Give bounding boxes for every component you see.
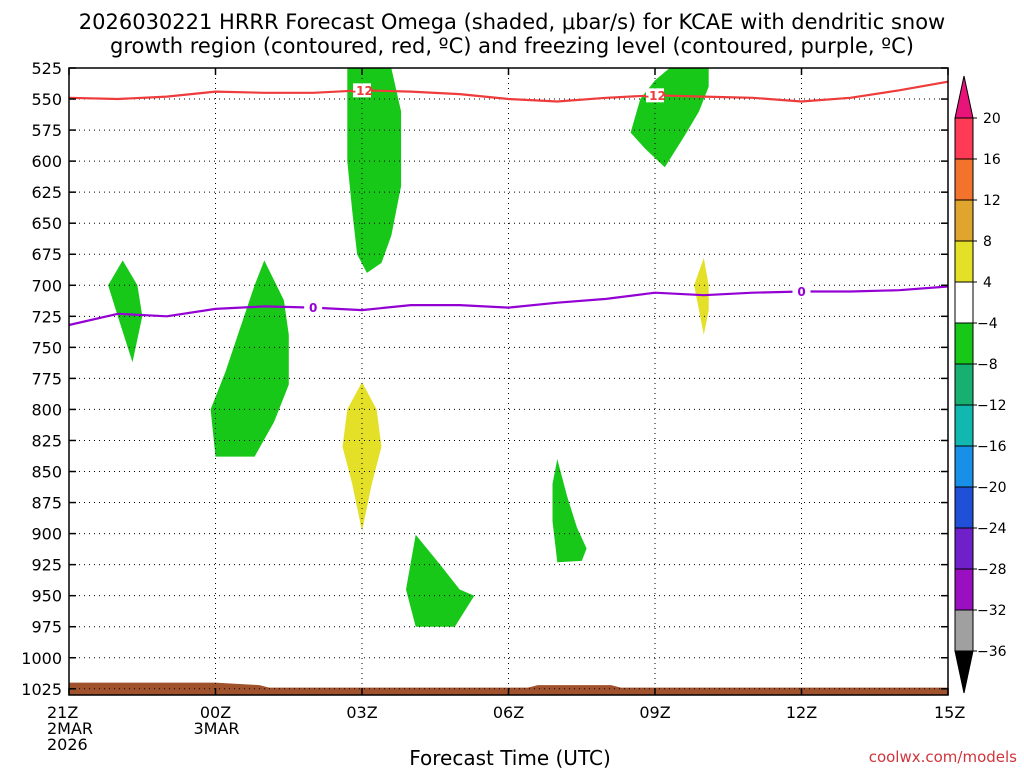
colorbar-label-1: 20 bbox=[983, 111, 1001, 127]
colorbar-swatch-5 bbox=[954, 281, 974, 324]
x-tick-label-6-1: 03Z bbox=[346, 703, 377, 722]
colorbar-label-9: −16 bbox=[977, 439, 1007, 455]
y-tick-label-850: 850 bbox=[31, 463, 62, 482]
y-tick-label-825: 825 bbox=[31, 431, 62, 450]
colorbar-swatch-6 bbox=[954, 322, 974, 365]
x-tick-label-0-2: 2MAR bbox=[47, 719, 93, 738]
x-tick-label-15-1: 12Z bbox=[786, 703, 817, 722]
y-tick-label-800: 800 bbox=[31, 400, 62, 419]
chart-title-line1: 2026030221 HRRR Forecast Omega (shaded, … bbox=[79, 10, 945, 34]
colorbar-swatch-3 bbox=[954, 199, 974, 242]
y-tick-label-625: 625 bbox=[31, 183, 62, 202]
contour-label-bg-1-2 bbox=[646, 88, 664, 103]
omega-region-3 bbox=[108, 260, 143, 363]
omega-region-7 bbox=[342, 382, 382, 532]
colorbar-swatch-9 bbox=[954, 445, 974, 488]
colorbar-swatch-4 bbox=[954, 240, 974, 283]
contour-label-bg-1-1 bbox=[353, 83, 371, 98]
y-tick-label-900: 900 bbox=[31, 525, 62, 544]
y-tick-label-650: 650 bbox=[31, 214, 62, 233]
plot-background bbox=[69, 68, 948, 695]
colorbar-label-6: −4 bbox=[977, 316, 998, 332]
contour-line-1 bbox=[68, 80, 949, 103]
colorbar-swatch-12 bbox=[954, 568, 974, 611]
y-tick-label-725: 725 bbox=[31, 307, 62, 326]
x-tick-label-18-1: 15Z bbox=[934, 703, 965, 722]
chart-title-line2: growth region (contoured, red, ºC) and f… bbox=[110, 34, 914, 58]
colorbar-label-14: −36 bbox=[977, 644, 1007, 660]
credit-label: coolwx.com/models bbox=[869, 748, 1017, 766]
contour-label-bg-2-2 bbox=[792, 284, 811, 299]
x-axis-label: Forecast Time (UTC) bbox=[409, 746, 611, 768]
colorbar-swatch-8 bbox=[954, 404, 974, 447]
y-tick-label-975: 975 bbox=[31, 618, 62, 637]
contour-label-bg-2-1 bbox=[304, 300, 323, 315]
colorbar: 20 16 12 8 4 −4 −8 −12 −16 −20 −24 −28 −32 −36 bbox=[954, 75, 1007, 694]
y-tick-label-675: 675 bbox=[31, 245, 62, 264]
y-tick-label-525: 525 bbox=[31, 59, 62, 78]
omega-region-6 bbox=[552, 459, 587, 563]
y-tick-label-1000: 1000 bbox=[21, 649, 62, 668]
colorbar-label-4: 8 bbox=[983, 234, 992, 250]
y-tick-label-950: 950 bbox=[31, 587, 62, 606]
x-tick-label-0-1: 21Z bbox=[47, 703, 78, 722]
colorbar-label-10: −20 bbox=[977, 480, 1007, 496]
colorbar-swatch-2 bbox=[954, 158, 974, 201]
colorbar-bottom-arrow bbox=[954, 650, 974, 694]
y-tick-label-550: 550 bbox=[31, 90, 62, 109]
colorbar-label-3: 12 bbox=[983, 193, 1001, 209]
x-tick-label-12-1: 09Z bbox=[639, 703, 670, 722]
plot-area bbox=[69, 68, 948, 695]
omega-region-5 bbox=[406, 534, 475, 627]
contour-label-1-2: -12 bbox=[644, 89, 666, 103]
axis-layer: 525 550 575 600 625 650 675 700 725 750 775 800 825 8… bbox=[21, 59, 965, 754]
colorbar-label-7: −8 bbox=[977, 357, 998, 373]
omega-region-8 bbox=[694, 258, 709, 335]
colorbar-swatch-11 bbox=[954, 527, 974, 570]
colorbar-label-11: −24 bbox=[977, 521, 1007, 537]
y-tick-label-700: 700 bbox=[31, 276, 62, 295]
omega-region-1 bbox=[347, 68, 402, 273]
x-tick-label-3-1: 00Z bbox=[200, 703, 231, 722]
colorbar-label-8: −12 bbox=[977, 398, 1007, 414]
contour-layer: -12 -12 0 0 bbox=[68, 80, 949, 327]
y-tick-label-575: 575 bbox=[31, 121, 62, 140]
y-tick-label-925: 925 bbox=[31, 556, 62, 575]
contour-label-2-1: 0 bbox=[309, 301, 317, 315]
y-tick-label-600: 600 bbox=[31, 152, 62, 171]
x-tick-label-3-2: 3MAR bbox=[194, 719, 240, 738]
colorbar-label-2: 16 bbox=[983, 152, 1001, 168]
contour-label-2-2: 0 bbox=[797, 285, 805, 299]
y-tick-label-875: 875 bbox=[31, 494, 62, 513]
omega-region-4 bbox=[210, 260, 289, 457]
x-tick-label-9-1: 06Z bbox=[493, 703, 524, 722]
colorbar-swatch-7 bbox=[954, 363, 974, 406]
y-tick-label-1025: 1025 bbox=[21, 680, 62, 699]
colorbar-top-arrow bbox=[954, 75, 974, 119]
y-tick-label-775: 775 bbox=[31, 369, 62, 388]
colorbar-swatch-10 bbox=[954, 486, 974, 529]
colorbar-label-12: −28 bbox=[977, 562, 1007, 578]
colorbar-label-13: −32 bbox=[977, 603, 1007, 619]
colorbar-swatch-13 bbox=[954, 609, 974, 652]
x-tick-label-0-3: 2026 bbox=[47, 735, 88, 754]
colorbar-label-5: 4 bbox=[983, 275, 992, 291]
colorbar-swatch-1 bbox=[954, 117, 974, 160]
y-tick-label-750: 750 bbox=[31, 338, 62, 357]
contour-label-1-1: -12 bbox=[351, 84, 373, 98]
